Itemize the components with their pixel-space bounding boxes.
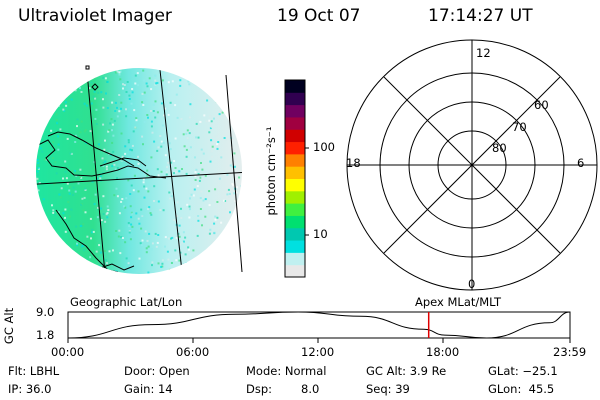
- polar-label-18: 18: [346, 156, 361, 170]
- color-bar-band: [285, 190, 305, 204]
- color-bar-band: [285, 153, 305, 167]
- color-bar-band: [285, 264, 305, 278]
- orbit-panel: [67, 311, 571, 343]
- glon-status: GLon: 45.5: [488, 382, 555, 396]
- color-bar-unit-label: photon cm⁻²s⁻¹: [264, 126, 278, 216]
- grid-line: [36, 171, 242, 186]
- color-bar-band: [285, 227, 305, 241]
- auroral-image: [36, 65, 243, 274]
- meridian-outside: [225, 74, 243, 273]
- color-bar-band: [285, 215, 305, 229]
- y-tick-label: 9.0: [36, 305, 55, 319]
- dsp-value: 8.0: [301, 382, 320, 396]
- orbit-frame: [67, 311, 571, 339]
- color-bar-band: [285, 240, 305, 253]
- x-tick-label: 18:00: [426, 345, 460, 359]
- instrument-title: Ultraviolet Imager: [18, 6, 172, 26]
- earth-disk: [36, 68, 242, 274]
- ip-status: IP: 36.0: [8, 382, 52, 396]
- altitude-curve: [67, 311, 571, 339]
- color-bar-band: [285, 116, 305, 130]
- polar-lat-80: 80: [492, 141, 507, 155]
- coastline: [36, 139, 167, 179]
- glat-status: GLat: −25.1: [488, 364, 558, 378]
- coastline: [99, 263, 135, 271]
- gc-alt-status: GC Alt: 3.9 Re: [366, 364, 447, 378]
- marker-square: [85, 65, 90, 70]
- x-tick-label: 06:00: [176, 345, 210, 359]
- gain-status: Gain: 14: [124, 382, 173, 396]
- color-bar-band: [285, 178, 305, 192]
- polar-label-0: 0: [468, 277, 476, 291]
- polar-lat-60: 60: [534, 98, 549, 112]
- seq-status: Seq: 39: [366, 382, 410, 396]
- y-axis-label: GC Alt: [2, 307, 17, 345]
- color-bar-band: [285, 166, 305, 179]
- color-bar-label-10: 10: [313, 227, 328, 241]
- dsp-label: Dsp:: [246, 382, 273, 396]
- grid-line: [85, 68, 107, 274]
- grid-line: [159, 69, 185, 274]
- door-status: Door: Open: [124, 364, 190, 378]
- x-tick-label: 23:59: [553, 345, 587, 359]
- coastline: [99, 157, 147, 167]
- color-bar-band: [285, 141, 305, 155]
- marker-diamond: [91, 83, 99, 91]
- color-bar-frame: [284, 79, 306, 278]
- geographic-caption: Geographic Lat/Lon: [70, 295, 183, 309]
- color-bar-band: [285, 80, 305, 93]
- mode-status: Mode: Normal: [246, 364, 327, 378]
- color-bar-band: [285, 129, 305, 143]
- y-tick-label: 1.8: [36, 328, 55, 342]
- polar-diagonal: [383, 76, 561, 254]
- time-label: 17:14:27 UT: [428, 6, 533, 26]
- polar-label-6: 6: [577, 156, 585, 170]
- polar-label-12: 12: [476, 46, 491, 60]
- color-bar: [285, 80, 305, 278]
- color-bar-label-100: 100: [313, 140, 335, 154]
- x-tick-label: 12:00: [301, 345, 335, 359]
- coastline: [36, 225, 39, 229]
- apex-caption: Apex MLat/MLT: [415, 295, 502, 309]
- x-tick-label: 00:00: [51, 345, 85, 359]
- color-bar-band: [285, 92, 305, 106]
- polar-plot: [346, 39, 598, 291]
- color-bar-band: [285, 104, 305, 118]
- color-bar-band: [285, 203, 305, 216]
- filter-status: Flt: LBHL: [8, 364, 60, 378]
- color-bar-band: [285, 252, 305, 266]
- polar-lat-70: 70: [512, 120, 527, 134]
- date-label: 19 Oct 07: [277, 6, 361, 26]
